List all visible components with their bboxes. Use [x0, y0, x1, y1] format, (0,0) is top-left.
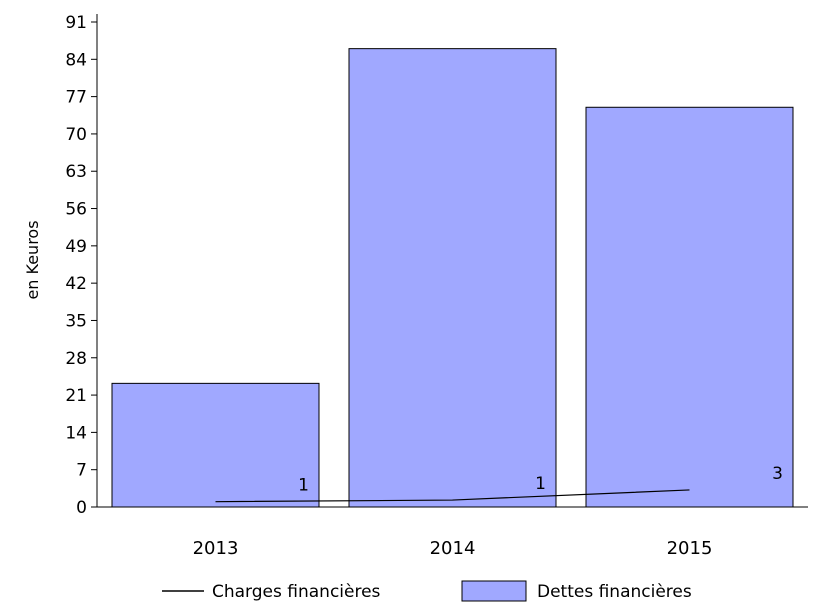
- x-tick-label: 2013: [193, 538, 239, 559]
- y-tick-label: 84: [65, 50, 87, 70]
- line-charges-financieres: [215, 489, 690, 503]
- data-label-2013: 1: [298, 476, 309, 496]
- data-label-2015: 3: [772, 464, 783, 484]
- bar-2013: [111, 382, 320, 508]
- y-tick-label: 70: [65, 125, 87, 145]
- y-tick-label: 49: [65, 237, 87, 257]
- x-tick-label: 2015: [667, 538, 713, 559]
- y-tick-label: 14: [65, 423, 87, 443]
- axes-layer: 0 7 14 21 28 35 42 49 56 63 70 77 84 91 2013 2014 2015: [65, 13, 808, 559]
- y-axis-label: en Keuros: [23, 220, 42, 299]
- legend-label-charges: Charges financières: [212, 582, 381, 602]
- y-tick-label: 21: [65, 386, 87, 406]
- x-tick-label: 2014: [430, 538, 476, 559]
- y-tick-label: 91: [65, 13, 87, 33]
- legend-bar-swatch: [461, 580, 527, 602]
- y-tick-label: 42: [65, 274, 87, 294]
- line-layer: 1 1 3: [215, 464, 783, 503]
- y-tick-label: 35: [65, 311, 87, 331]
- bars-layer: [111, 48, 794, 508]
- bar-2015: [585, 106, 794, 508]
- y-tick-label: 63: [65, 162, 87, 182]
- legend: Charges financières Dettes financières: [162, 580, 692, 602]
- bar-2014: [348, 48, 557, 508]
- y-tick-label: 7: [76, 461, 87, 481]
- y-tick-label: 56: [65, 200, 87, 220]
- y-tick-label: 28: [65, 349, 87, 369]
- legend-label-dettes: Dettes financières: [537, 582, 692, 602]
- y-tick-label: 77: [65, 88, 87, 108]
- data-label-2014: 1: [535, 474, 546, 494]
- y-tick-label: 0: [76, 498, 87, 518]
